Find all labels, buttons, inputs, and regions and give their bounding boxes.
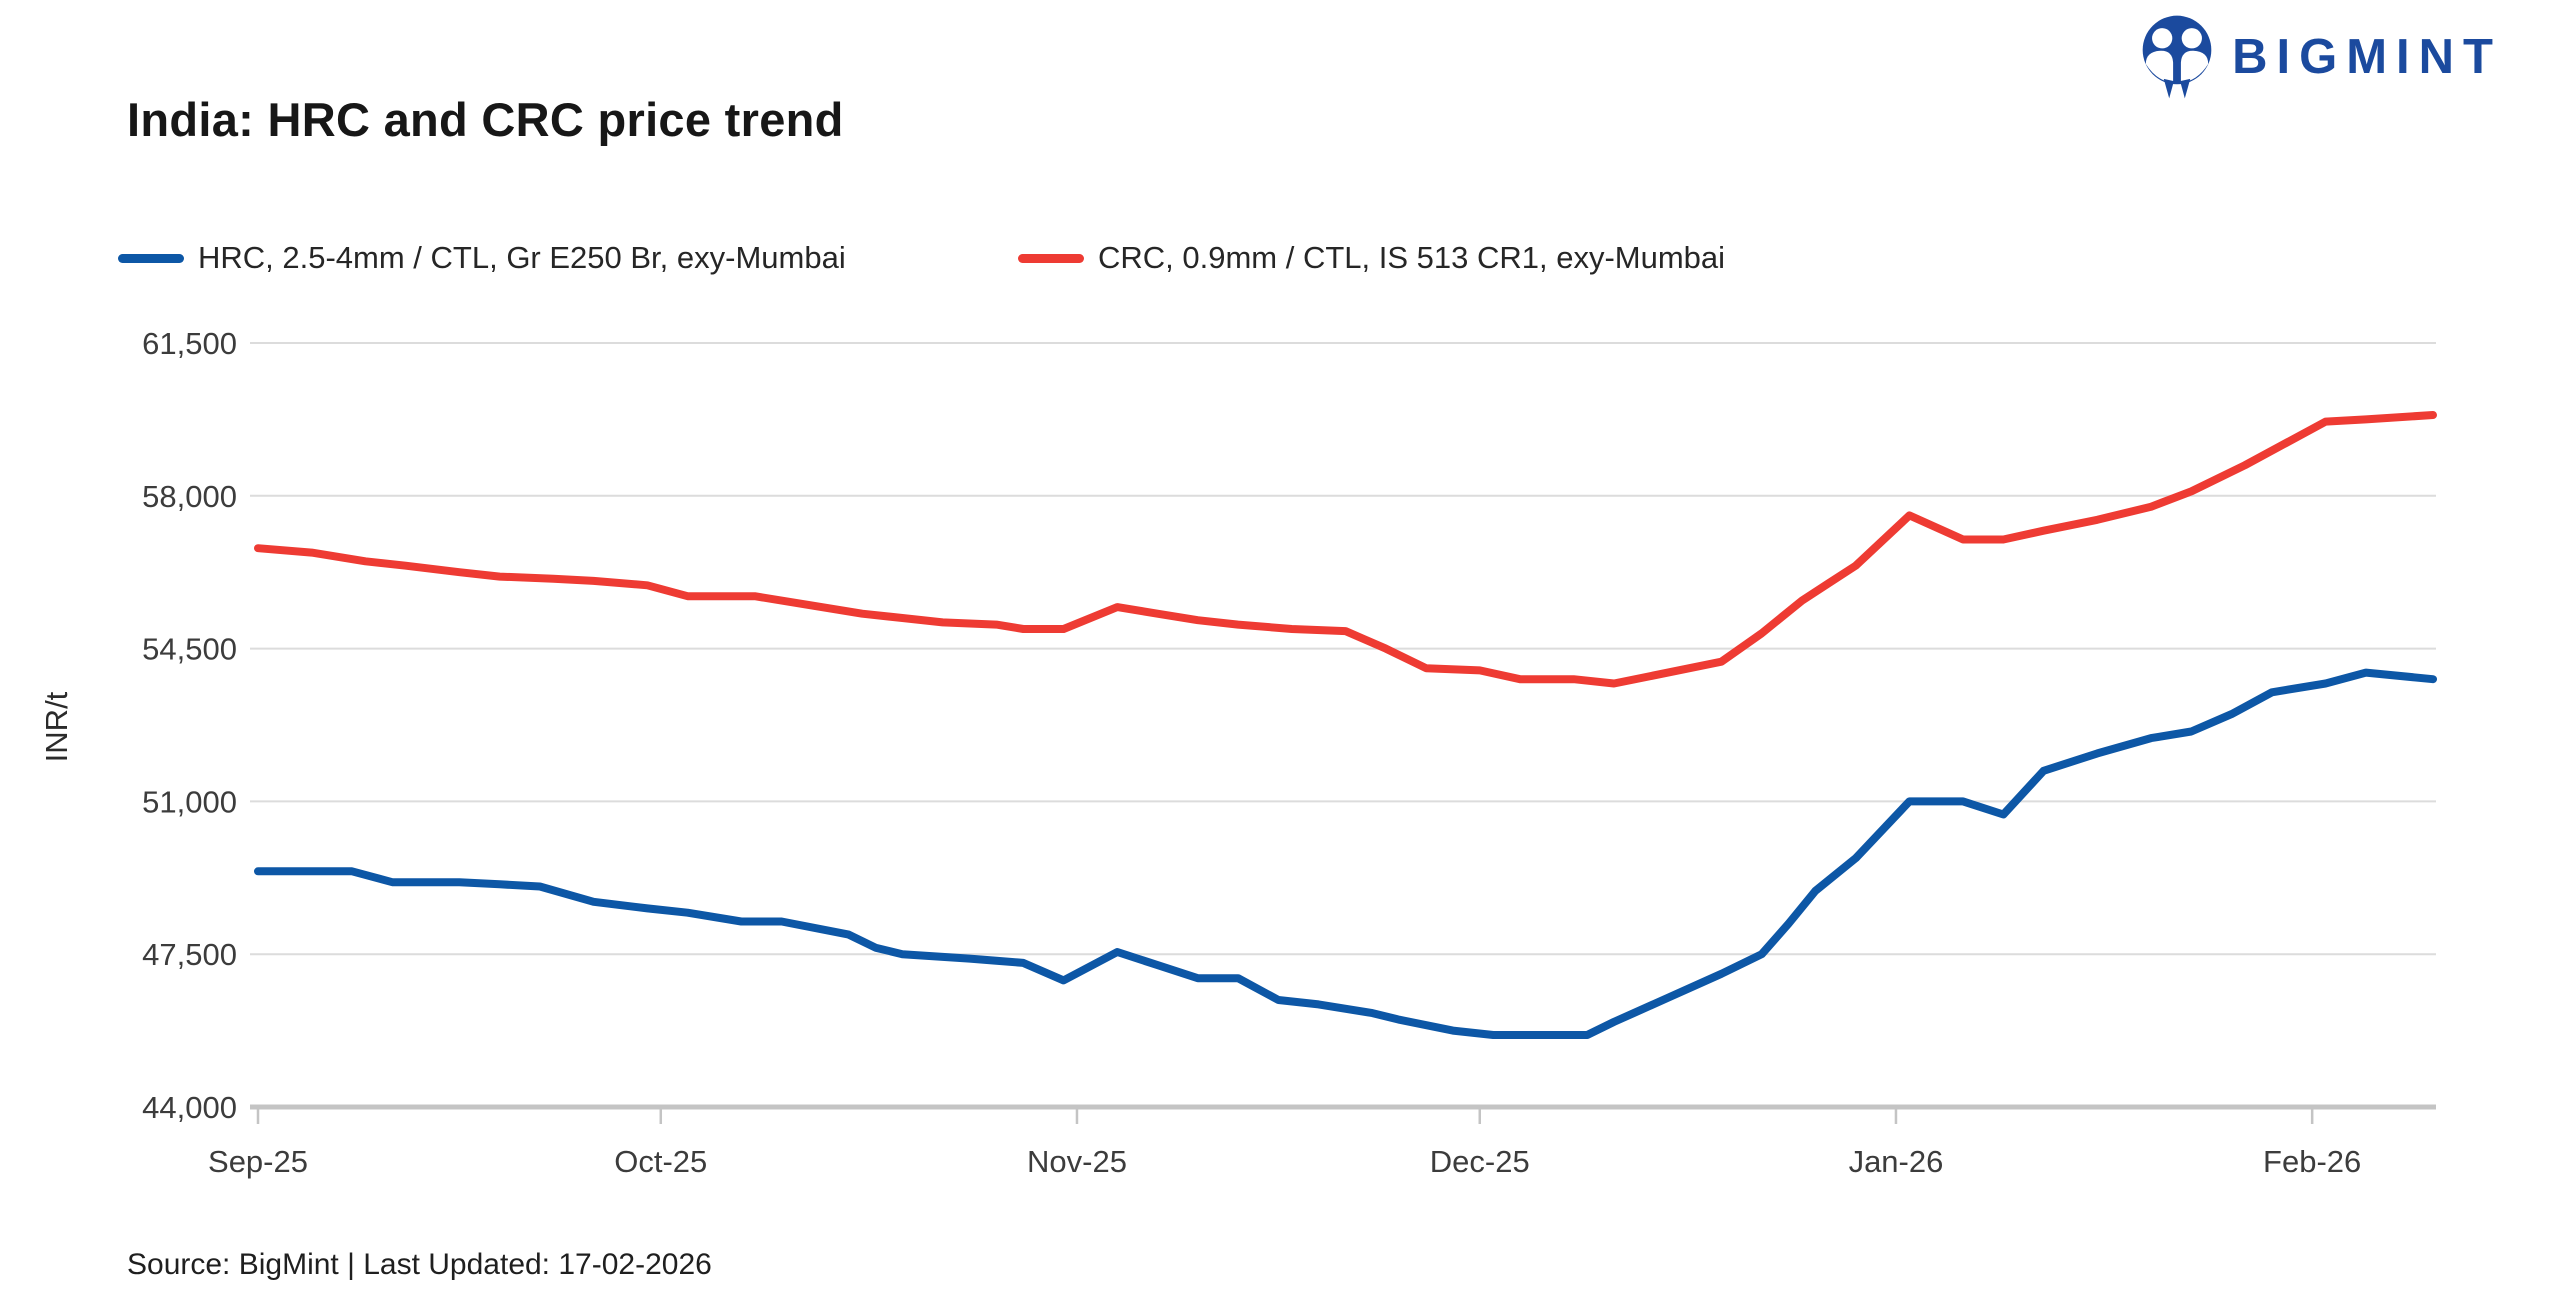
x-tick-label: Jan-26 xyxy=(1849,1144,1944,1179)
x-tick-label: Sep-25 xyxy=(208,1144,308,1179)
crc-price-line xyxy=(254,411,2437,688)
legend-item-hrc: HRC, 2.5-4mm / CTL, Gr E250 Br, exy-Mumb… xyxy=(118,236,846,280)
legend-label-crc: CRC, 0.9mm / CTL, IS 513 CR1, exy-Mumbai xyxy=(1098,240,1726,275)
y-tick-label: 51,000 xyxy=(142,784,237,819)
brand-wordmark: BIGMINT xyxy=(2232,30,2502,84)
hrc-line-swatch xyxy=(118,253,184,263)
y-tick-label: 54,500 xyxy=(142,632,237,667)
y-tick-label: 61,500 xyxy=(142,326,237,361)
y-tick-label: 44,000 xyxy=(142,1090,237,1125)
bigmint-logo-icon xyxy=(2142,15,2212,99)
crc-line-swatch xyxy=(1018,253,1084,263)
x-tick-label: Nov-25 xyxy=(1027,1144,1127,1179)
x-tick-label: Oct-25 xyxy=(614,1144,707,1179)
hrc-price-line xyxy=(254,668,2437,1039)
legend-label-hrc: HRC, 2.5-4mm / CTL, Gr E250 Br, exy-Mumb… xyxy=(198,240,846,275)
legend-item-crc: CRC, 0.9mm / CTL, IS 513 CR1, exy-Mumbai xyxy=(1018,236,1725,280)
brand-logo: BIGMINT xyxy=(2138,14,2502,100)
y-tick-label: 58,000 xyxy=(142,479,237,514)
x-tick-label: Feb-26 xyxy=(2263,1144,2361,1179)
source-note: Source: BigMint | Last Updated: 17-02-20… xyxy=(127,1248,712,1281)
y-tick-label: 47,500 xyxy=(142,937,237,972)
chart-title: India: HRC and CRC price trend xyxy=(127,93,844,146)
x-tick-label: Dec-25 xyxy=(1430,1144,1530,1179)
